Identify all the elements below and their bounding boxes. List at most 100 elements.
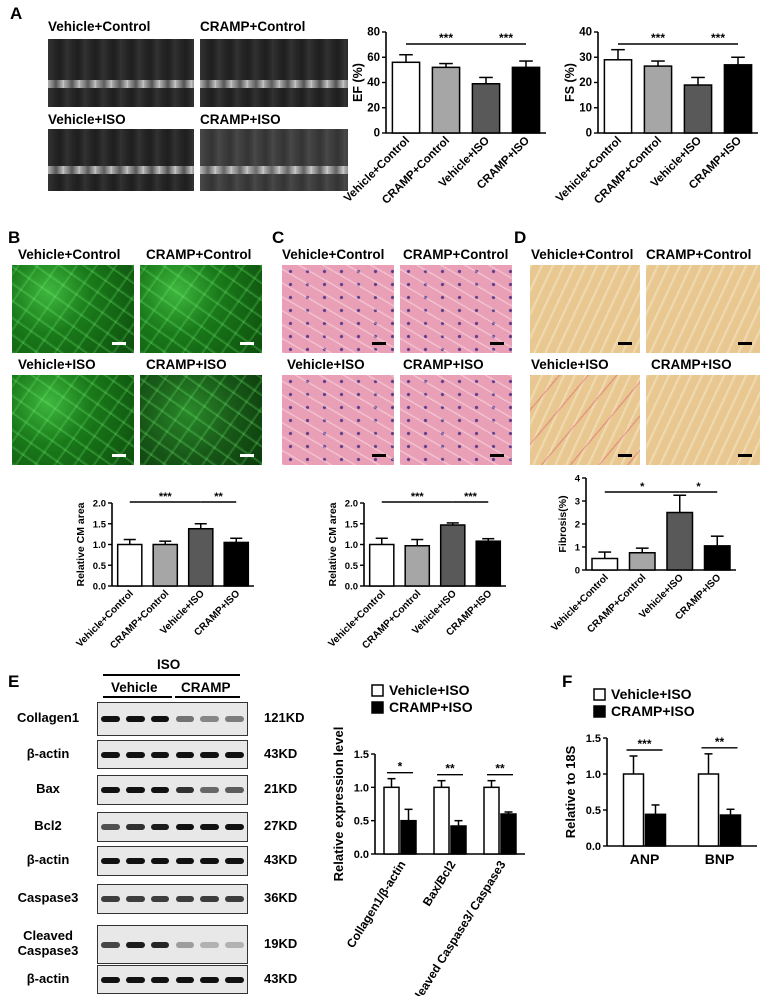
blot-band [125, 787, 145, 793]
category-label: CRAMP+Control [592, 135, 664, 207]
bar-vehicle-control [368, 543, 395, 587]
blot-band [125, 751, 145, 758]
fibrosis-chart-svg: 01234Fibrosis(%)Vehicle+ControlCRAMP+Con… [549, 474, 736, 635]
y-axis-label: FS (%) [563, 63, 577, 102]
bar-cramp-iso [719, 814, 742, 847]
blot-band [200, 751, 220, 758]
blot-band [175, 751, 195, 758]
y-tick-label: 0.0 [586, 841, 601, 853]
wb-quant-chart: Vehicle+ISO CRAMP+ISO 0.0 0.5 1.0 1.5 Relative… [330, 680, 530, 996]
blot-band [150, 751, 170, 758]
y-tick-label: 20 [579, 77, 592, 89]
blot-kd-label: 21KD [264, 781, 298, 796]
y-tick-label: 2.0 [345, 499, 358, 510]
blot-panel [97, 884, 248, 914]
echo-label-cramp-control: CRAMP+Control [200, 19, 306, 34]
blot-band [175, 896, 195, 902]
iso-label: ISO [157, 657, 181, 672]
ef-chart: 0 20 40 60 80 EF (%) Vehicle+Control CRAMP+Cont… [342, 24, 556, 234]
scale-bar [490, 342, 504, 345]
echo-label-vehicle-iso: Vehicle+ISO [48, 112, 126, 127]
bar-cramp-iso [450, 825, 467, 855]
echo-label-cramp-iso: CRAMP+ISO [200, 112, 281, 127]
sr-label-cramp-iso: CRAMP+ISO [651, 357, 732, 372]
y-tick-label: 1 [575, 543, 581, 554]
bar-cramp-iso [223, 541, 250, 587]
bar-vehicle-iso [383, 786, 400, 855]
blot-band [225, 824, 244, 830]
blot-band [200, 896, 220, 902]
significance-mark: *** [499, 31, 513, 45]
blot-band [200, 716, 220, 722]
category-label: Vehicle+Control [342, 135, 412, 205]
scale-bar [738, 454, 752, 457]
bar-cramp-iso [703, 545, 731, 571]
sr-label-vehicle-iso: Vehicle+ISO [531, 357, 609, 372]
significance-mark: *** [159, 491, 173, 503]
blot-band [125, 858, 145, 864]
wga-image-cramp-control [140, 265, 262, 353]
y-tick-label: 0.5 [345, 561, 359, 572]
significance-mark: * [696, 481, 701, 493]
y-tick-label: 1.5 [586, 733, 601, 745]
blot-band [225, 896, 244, 902]
blot-kd-label: 43KD [264, 745, 298, 761]
blot-label: Collagen1 [16, 710, 80, 725]
he-label-cramp-iso: CRAMP+ISO [403, 357, 484, 372]
y-tick-label: 60 [367, 52, 380, 64]
significance-mark: *** [411, 491, 425, 503]
he-label-vehicle-iso: Vehicle+ISO [287, 357, 365, 372]
significance-mark: *** [439, 31, 453, 45]
echo-image-cramp-control [200, 39, 348, 107]
y-tick-label: 0.0 [354, 849, 369, 861]
y-tick-label: 10 [579, 102, 592, 114]
y-tick-label: 0.5 [93, 561, 107, 572]
bar-cramp-control [152, 543, 179, 587]
y-axis-label: Relative to 18S [563, 745, 578, 838]
he-image-vehicle-iso [282, 375, 394, 465]
legend-swatch [371, 684, 384, 697]
qpcr-chart: Vehicle+ISO CRAMP+ISO 0.0 0.5 1.0 1.5 Relative… [562, 684, 767, 867]
cm-area-c-chart: 0.0 0.5 1.0 1.5 2.0 Relative CM area Vehicle+C… [322, 478, 522, 663]
bar-vehicle-iso [471, 83, 501, 134]
blot-kd-label: 27KD [264, 818, 298, 833]
wga-label-cramp-control: CRAMP+Control [146, 247, 252, 262]
significance-mark: *** [637, 737, 651, 751]
bar-vehicle-control [591, 557, 619, 571]
vehicle-underline [103, 696, 172, 698]
blot-label: Caspase3 [17, 890, 79, 905]
blot-kd-label: 43KD [264, 970, 298, 986]
bar-vehicle-control [603, 59, 633, 134]
y-axis-label: Relative expression level [331, 727, 346, 882]
blot-band [150, 941, 170, 948]
significance-mark: *** [651, 31, 665, 45]
sr-image-vehicle-control [530, 265, 640, 353]
cramp-underline [175, 696, 240, 698]
wga-image-vehicle-iso [12, 375, 134, 465]
category-label: Collagen1/β-actin [344, 858, 409, 950]
blot-band [225, 941, 244, 948]
y-tick-label: 1.5 [93, 519, 107, 530]
bar-vehicle-iso [622, 773, 645, 847]
y-tick-label: 0.5 [354, 816, 369, 828]
panel-label-c: C [272, 228, 285, 247]
legend-label: CRAMP+ISO [389, 699, 473, 715]
blot-band [101, 787, 120, 793]
significance-mark: ** [715, 735, 725, 749]
significance-mark: ** [214, 491, 223, 503]
blot-label: Bax [36, 781, 60, 796]
blot-kd-label: 19KD [264, 935, 298, 951]
blot-band [125, 896, 145, 902]
fs-chart-svg: 0 10 20 30 40 FS (%) Vehicle+ControlCRAMP+Cont… [554, 27, 758, 207]
y-tick-label: 0.0 [345, 582, 358, 593]
scale-bar [240, 342, 254, 345]
bar-cramp-control [431, 66, 461, 134]
y-tick-label: 80 [367, 27, 380, 39]
bar-vehicle-iso [439, 524, 466, 587]
he-image-vehicle-control [282, 265, 394, 353]
y-axis-label: EF (%) [351, 63, 365, 102]
scale-bar [490, 454, 504, 457]
echo-image-vehicle-control [48, 39, 194, 107]
